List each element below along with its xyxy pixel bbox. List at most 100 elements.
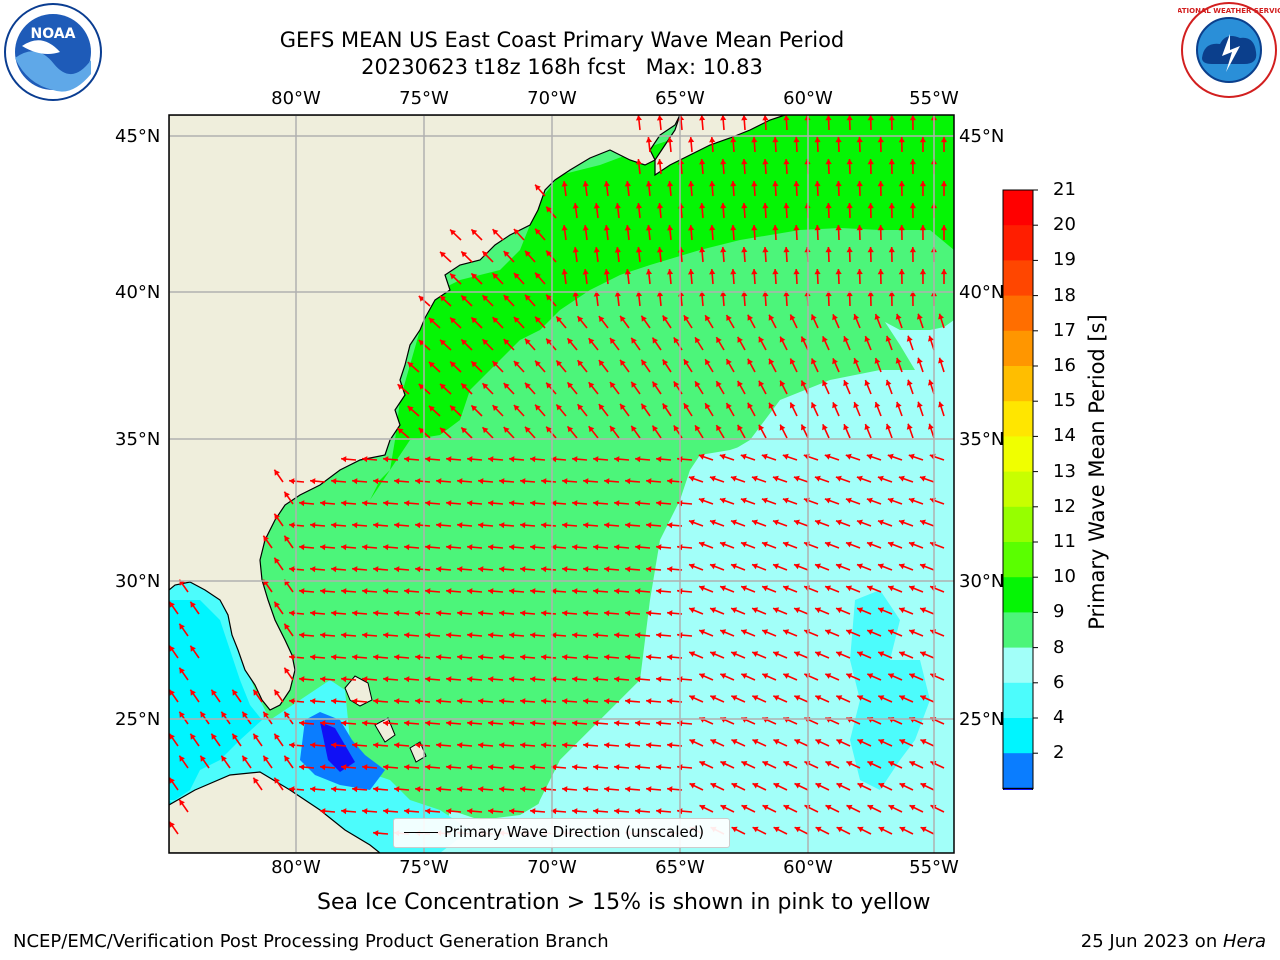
wave-arrow-head	[698, 497, 705, 504]
wave-arrow-head	[667, 698, 673, 705]
wave-arrow-head	[645, 225, 652, 231]
wave-arrow-head	[825, 673, 832, 679]
wave-arrow-head	[836, 826, 843, 833]
band-below-2s	[320, 722, 355, 772]
wave-arrow-head	[752, 563, 758, 570]
wave-arrow-head	[762, 541, 768, 548]
wave-arrow-head	[530, 764, 536, 771]
wave-arrow-head	[582, 225, 589, 231]
footer-date: 25 Jun 2023 on Hera	[1081, 931, 1266, 952]
wave-arrow-head	[620, 403, 626, 410]
wave-arrow-head	[688, 225, 695, 231]
wave-arrow-head	[310, 654, 316, 661]
wave-arrow-head	[394, 478, 400, 485]
noaa-logo-text: NOAA	[31, 26, 76, 42]
wave-arrow-head	[836, 782, 843, 789]
wave-arrow-head	[899, 739, 906, 745]
wave-arrow-head	[731, 563, 737, 570]
wave-arrow-head	[556, 404, 562, 411]
wave-arrow-head	[909, 291, 916, 297]
wave-arrow-head	[546, 206, 552, 213]
wave-arrow-head	[274, 689, 280, 696]
wave-arrow-head	[457, 478, 463, 485]
wave-arrow-head	[846, 761, 853, 767]
wave-arrow-head	[551, 764, 557, 771]
wave-arrow-head	[866, 497, 873, 504]
wave-arrow-head	[940, 181, 948, 187]
wave-arrow-head	[535, 360, 541, 367]
wave-arrow-head	[509, 588, 515, 595]
wave-arrow-head	[741, 585, 747, 592]
wave-arrow-head	[499, 566, 505, 573]
map-gridlines	[169, 115, 954, 853]
wave-arrow-head	[856, 269, 863, 275]
wave-arrow-head	[520, 742, 526, 749]
wave-arrow-head	[604, 566, 610, 573]
wave-arrow-head	[846, 203, 853, 209]
wave-arrow-head	[436, 786, 442, 793]
wave-arrow-head	[916, 357, 923, 364]
wave-arrow-head	[482, 427, 489, 434]
colorbar-label: 11	[1053, 531, 1076, 552]
wave-arrow-head	[887, 497, 894, 504]
wave-arrow-head	[856, 225, 863, 231]
wave-arrow-head	[731, 651, 738, 657]
wave-arrow-head	[513, 229, 520, 235]
wave-arrow-head	[699, 541, 705, 548]
wave-arrow-head	[895, 401, 902, 408]
wave-arrow-head	[425, 632, 431, 639]
wave-arrow-head	[920, 563, 926, 570]
colorbar-label: 2	[1053, 742, 1065, 764]
wave-arrow-head	[877, 137, 884, 143]
lat-tick-left-40: 40°N	[115, 282, 161, 303]
wave-arrow-head	[499, 742, 505, 749]
wave-arrow-head	[383, 720, 389, 727]
wave-arrow-head	[572, 588, 578, 595]
wave-arrow-head	[689, 695, 696, 701]
wave-arrow-head	[867, 115, 874, 121]
wave-arrow-head	[446, 588, 452, 595]
wave-arrow-head	[492, 317, 499, 323]
wave-arrow-head	[646, 566, 652, 573]
wave-arrow-head	[562, 654, 568, 661]
wave-arrow-head	[572, 544, 578, 551]
wave-arrow-head	[656, 159, 664, 165]
wave-arrow-head	[683, 359, 690, 366]
wave-arrow-head	[461, 251, 468, 258]
legend-line-sample	[404, 832, 438, 833]
wave-arrow-head	[614, 588, 620, 595]
wave-arrow-head	[478, 610, 484, 617]
wave-arrow-head	[656, 203, 664, 209]
wave-arrow-head	[773, 739, 780, 745]
wave-arrow-head	[843, 424, 849, 431]
wave-arrow-head	[898, 181, 905, 187]
wave-arrow-head	[488, 720, 494, 727]
chart-title: GEFS MEAN US East Coast Primary Wave Mea…	[279, 28, 845, 52]
wave-arrow-head	[656, 632, 662, 639]
wave-arrow-head	[520, 698, 526, 705]
wave-arrow-head	[446, 456, 452, 463]
wave-arrow-head	[857, 695, 864, 701]
wave-arrow-head	[614, 500, 620, 507]
colorbar-label: 12	[1053, 495, 1076, 517]
wave-arrow-head	[551, 720, 557, 727]
wave-arrow-head	[920, 782, 927, 789]
wave-arrow-head	[588, 338, 595, 345]
wave-arrow-head	[253, 777, 259, 784]
wave-arrow-head	[593, 720, 599, 727]
wave-arrow-head	[503, 427, 510, 433]
wave-arrow-head	[488, 456, 494, 463]
wave-arrow-head	[762, 761, 769, 767]
wave-arrow-head	[762, 291, 769, 297]
wave-arrow-head	[779, 424, 786, 431]
wave-arrow-head	[646, 742, 652, 749]
wave-arrow-head	[741, 629, 748, 635]
wave-arrow-head	[741, 247, 748, 253]
wave-arrow-head	[263, 711, 269, 718]
wave-arrow-head	[404, 500, 410, 507]
wave-arrow-head	[530, 588, 536, 595]
wave-arrow-head	[593, 676, 599, 683]
wave-arrow-head	[562, 522, 568, 529]
wave-arrow-head	[741, 541, 747, 548]
